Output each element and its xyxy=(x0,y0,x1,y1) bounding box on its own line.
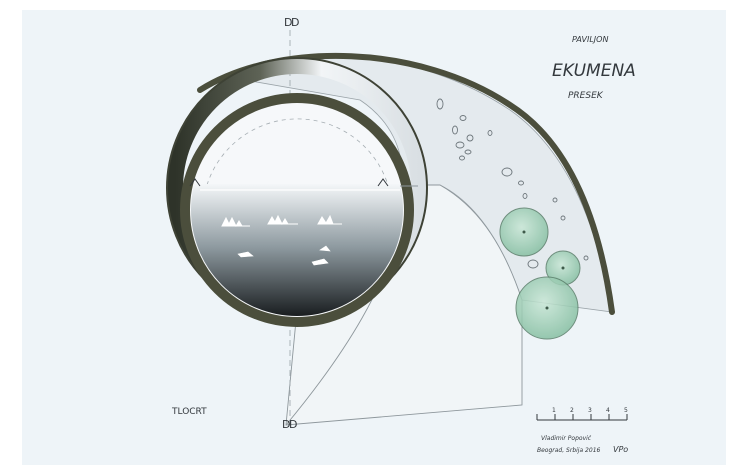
scale-tick-2: 2 xyxy=(570,407,574,414)
author-name: Vladimir Popović xyxy=(541,435,592,442)
vegetation xyxy=(499,207,581,340)
scale-tick-4: 4 xyxy=(606,407,610,414)
title-line-1: PAVILJON xyxy=(572,35,608,44)
signature: VPo xyxy=(613,445,628,454)
title-line-3: PRESEK xyxy=(568,91,604,101)
stones-cluster xyxy=(436,98,589,269)
level-marker-left xyxy=(189,178,201,187)
scale-tick-1: 1 xyxy=(552,407,556,414)
marker-top-2: D xyxy=(291,16,299,29)
scale-tick-5: 5 xyxy=(624,407,628,414)
marker-bottom: D xyxy=(282,418,290,431)
scale-bar: 1 2 3 4 5 xyxy=(536,407,628,421)
title-line-2: EKUMENA xyxy=(552,61,636,81)
author-place: Beograd, Srbija 2016 xyxy=(537,447,601,454)
marker-top: D xyxy=(284,16,292,29)
dome-dashed-line xyxy=(206,118,389,186)
boat-group xyxy=(221,214,342,266)
plan-label: TLOCRT xyxy=(171,407,207,417)
level-marker-right xyxy=(377,178,389,187)
scale-tick-3: 3 xyxy=(588,407,592,414)
marker-bottom-2: D xyxy=(289,418,297,431)
